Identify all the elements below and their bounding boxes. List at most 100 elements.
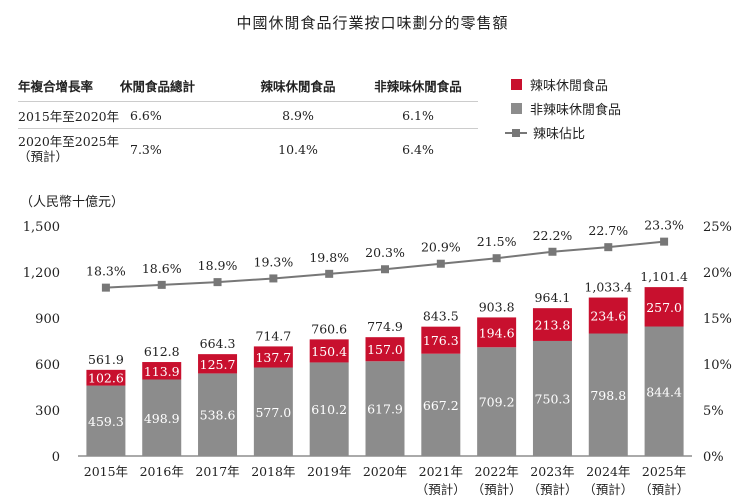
share-label: 23.3% <box>644 218 684 233</box>
cagr-header-total: 休閒食品總計 <box>120 79 196 94</box>
cagr-row: 2015年至2020年 6.6% 8.9% 6.1% <box>18 101 478 129</box>
data-label-nonspicy: 498.9 <box>144 411 180 426</box>
data-label-total: 903.8 <box>479 299 515 314</box>
cagr-header-period: 年複合增長率 <box>18 79 94 94</box>
cagr-period-note: （預計） <box>18 149 69 164</box>
y-tick-label-right: 20% <box>703 266 732 281</box>
cagr-value-total: 7.3% <box>120 128 238 169</box>
share-point <box>492 254 501 263</box>
x-tick-note: （預計） <box>583 482 633 497</box>
cagr-period-label: 2020年至2025年 <box>18 134 120 149</box>
share-point <box>213 278 222 287</box>
bar-nonspicy <box>365 361 405 456</box>
cagr-value-spicy: 8.9% <box>238 101 358 129</box>
share-label: 19.3% <box>254 254 294 269</box>
x-tick-note: （預計） <box>527 482 577 497</box>
data-label-total: 612.8 <box>144 344 180 359</box>
chart-title: 中國休閒食品行業按口味劃分的零售額 <box>236 14 509 32</box>
data-label-spicy: 157.0 <box>367 342 403 357</box>
cagr-period-label: 2015年至2020年 <box>18 108 120 124</box>
data-label-nonspicy: 610.2 <box>311 402 347 417</box>
x-tick-label: 2017年 <box>195 464 239 479</box>
legend: 辣味休閒食品 非辣味休閒食品 辣味佔比 <box>505 72 621 144</box>
data-label-nonspicy: 667.2 <box>423 398 459 413</box>
x-tick-label: 2015年 <box>84 464 128 479</box>
share-label: 21.5% <box>477 234 517 249</box>
data-label-nonspicy: 750.3 <box>535 391 571 406</box>
share-label: 18.6% <box>142 261 182 276</box>
data-label-spicy: 137.7 <box>255 350 291 365</box>
y-tick-label-left: 0 <box>52 450 60 465</box>
legend-item-share: 辣味佔比 <box>505 120 621 144</box>
share-label: 22.2% <box>533 228 573 243</box>
legend-swatch-share <box>505 127 527 138</box>
share-label: 18.3% <box>86 264 126 279</box>
bar-spicy <box>421 326 461 354</box>
legend-label-share: 辣味佔比 <box>533 126 586 142</box>
share-point <box>660 237 669 246</box>
share-point <box>101 283 110 292</box>
bar-nonspicy <box>253 367 293 456</box>
x-tick-label: 2020年 <box>363 464 407 479</box>
data-label-total: 774.9 <box>367 319 403 334</box>
y-tick-label-right: 15% <box>703 312 732 327</box>
x-tick-label: 2021年 <box>419 464 463 479</box>
cagr-value-nonspicy: 6.4% <box>358 128 478 169</box>
unit-label: （人民幣十億元） <box>20 195 125 210</box>
data-label-total: 664.3 <box>200 336 236 351</box>
cagr-row: 2020年至2025年 （預計） 7.3% 10.4% 6.4% <box>18 128 478 169</box>
data-label-total: 1,033.4 <box>584 280 632 295</box>
share-label: 20.3% <box>365 245 405 260</box>
legend-item-nonspicy: 非辣味休閒食品 <box>505 96 621 120</box>
y-tick-label-right: 25% <box>703 220 732 235</box>
y-tick-label-left: 300 <box>35 404 60 419</box>
share-point <box>325 269 334 278</box>
cagr-value-spicy: 10.4% <box>238 128 358 169</box>
cagr-period: 2015年至2020年 <box>18 101 120 129</box>
data-label-total: 714.7 <box>255 328 291 343</box>
legend-item-spicy: 辣味休閒食品 <box>505 72 621 96</box>
x-tick-note: （預計） <box>472 482 522 497</box>
bar-spicy <box>142 362 182 380</box>
data-label-total: 1,101.4 <box>640 269 688 284</box>
data-label-total: 561.9 <box>88 352 124 367</box>
data-label-spicy: 194.6 <box>479 325 515 340</box>
share-label: 22.7% <box>588 223 628 238</box>
data-label-spicy: 234.6 <box>590 309 626 324</box>
cagr-value-total: 6.6% <box>120 101 238 129</box>
bar-nonspicy <box>532 340 572 456</box>
share-point <box>436 259 445 268</box>
bar-spicy <box>365 337 405 362</box>
cagr-header-nonspicy: 非辣味休閒食品 <box>374 79 462 94</box>
x-tick-note: （預計） <box>416 482 466 497</box>
share-point <box>548 247 557 256</box>
bar-spicy <box>253 346 293 368</box>
bar-spicy <box>86 369 126 386</box>
legend-swatch-nonspicy <box>511 102 522 114</box>
share-point <box>381 265 389 274</box>
cagr-header-row: 年複合增長率 休閒食品總計 辣味休閒食品 非辣味休閒食品 <box>18 76 478 102</box>
x-tick-label: 2018年 <box>251 464 295 479</box>
bar-nonspicy <box>588 333 628 456</box>
x-tick-label: 2016年 <box>140 464 184 479</box>
legend-swatch-spicy <box>511 78 522 90</box>
data-label-spicy: 176.3 <box>423 333 459 348</box>
bar-nonspicy <box>477 347 517 456</box>
legend-label-nonspicy: 非辣味休閒食品 <box>530 102 622 118</box>
cagr-value-nonspicy: 6.1% <box>358 101 478 129</box>
y-tick-label-left: 600 <box>35 358 60 373</box>
x-tick-label: 2023年 <box>530 464 574 479</box>
bar-spicy <box>198 354 238 374</box>
bar-nonspicy <box>309 362 349 456</box>
x-tick-label: 2025年 <box>642 464 686 479</box>
bar-spicy <box>309 339 349 363</box>
x-tick-label: 2022年 <box>474 464 518 479</box>
y-tick-label-right: 10% <box>703 358 732 373</box>
data-label-spicy: 113.9 <box>144 364 180 379</box>
data-label-spicy: 257.0 <box>646 300 682 315</box>
x-tick-label: 2019年 <box>307 464 351 479</box>
bar-nonspicy <box>198 373 238 456</box>
data-label-spicy: 125.7 <box>200 357 236 372</box>
bar-spicy <box>477 317 517 348</box>
